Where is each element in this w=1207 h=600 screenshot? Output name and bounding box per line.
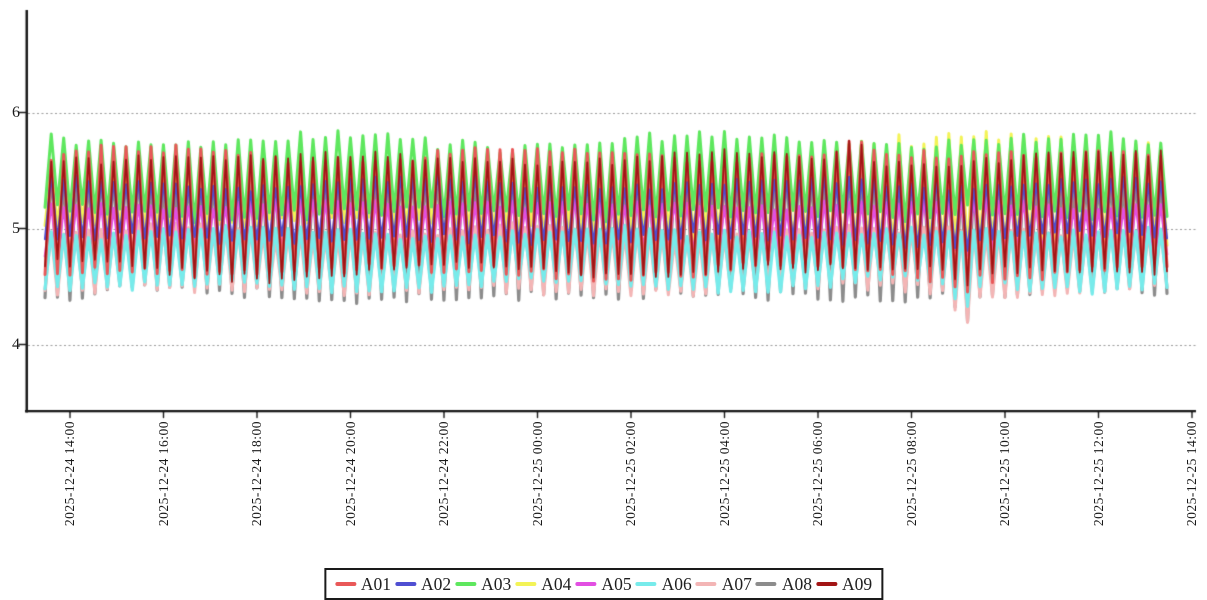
legend-item: A01 — [334, 572, 392, 596]
x-axis-tick-label: 2025-12-25 14:00 — [1184, 421, 1199, 527]
legend-label: A02 — [421, 574, 452, 594]
legend-item: A08 — [755, 572, 812, 596]
legend-label: A09 — [841, 574, 873, 594]
legend-line-swatch-icon — [334, 582, 356, 586]
x-axis-tick-label: 2025-12-24 22:00 — [436, 421, 451, 527]
legend-label: A05 — [601, 574, 632, 594]
legend-line-swatch-icon — [635, 582, 657, 586]
x-axis-tick-label: 2025-12-24 20:00 — [342, 421, 358, 527]
x-axis-tick-label: 2025-12-24 14:00 — [62, 421, 77, 527]
x-axis-tick-label: 2025-12-25 06:00 — [810, 421, 825, 527]
legend-label: A03 — [481, 574, 512, 594]
legend-item: A05 — [575, 572, 632, 596]
legend: A01 A02 A03 A04 A05 A06 A07 A08 A09 — [323, 568, 884, 600]
x-axis-tick-label: 2025-12-24 18:00 — [249, 421, 264, 527]
legend-line-swatch-icon — [695, 582, 717, 586]
legend-label: A01 — [360, 574, 392, 594]
legend-line-swatch-icon — [575, 582, 597, 586]
legend-line-swatch-icon — [455, 582, 477, 586]
y-axis-tick-label: 6 — [12, 103, 20, 121]
legend-label: A04 — [541, 574, 572, 594]
x-axis-tick-label: 2025-12-25 04:00 — [716, 421, 732, 527]
x-axis-tick-label: 2025-12-24 16:00 — [155, 421, 171, 527]
legend-item: A06 — [635, 572, 692, 596]
legend-line-swatch-icon — [815, 582, 837, 586]
legend-label: A08 — [781, 574, 812, 594]
legend-item: A09 — [815, 572, 873, 596]
legend-label: A07 — [721, 574, 752, 594]
y-axis-tick-label: 5 — [12, 219, 20, 237]
x-axis-tick-label: 2025-12-25 12:00 — [1090, 421, 1106, 527]
legend-item: A07 — [695, 572, 752, 596]
x-axis-tick-label: 2025-12-25 10:00 — [997, 421, 1012, 527]
legend-item: A04 — [515, 572, 571, 596]
legend-line-swatch-icon — [395, 582, 417, 586]
y-axis-tick-label: 4 — [12, 335, 20, 353]
legend-item: A02 — [395, 572, 451, 596]
legend-label: A06 — [661, 574, 692, 594]
x-axis-tick-label: 2025-12-25 08:00 — [903, 421, 919, 527]
x-axis-tick-label: 2025-12-25 00:00 — [529, 421, 545, 527]
legend-line-swatch-icon — [515, 582, 537, 586]
legend-line-swatch-icon — [755, 582, 777, 586]
legend-item: A03 — [455, 572, 511, 596]
x-axis-tick-label: 2025-12-25 02:00 — [623, 421, 638, 527]
